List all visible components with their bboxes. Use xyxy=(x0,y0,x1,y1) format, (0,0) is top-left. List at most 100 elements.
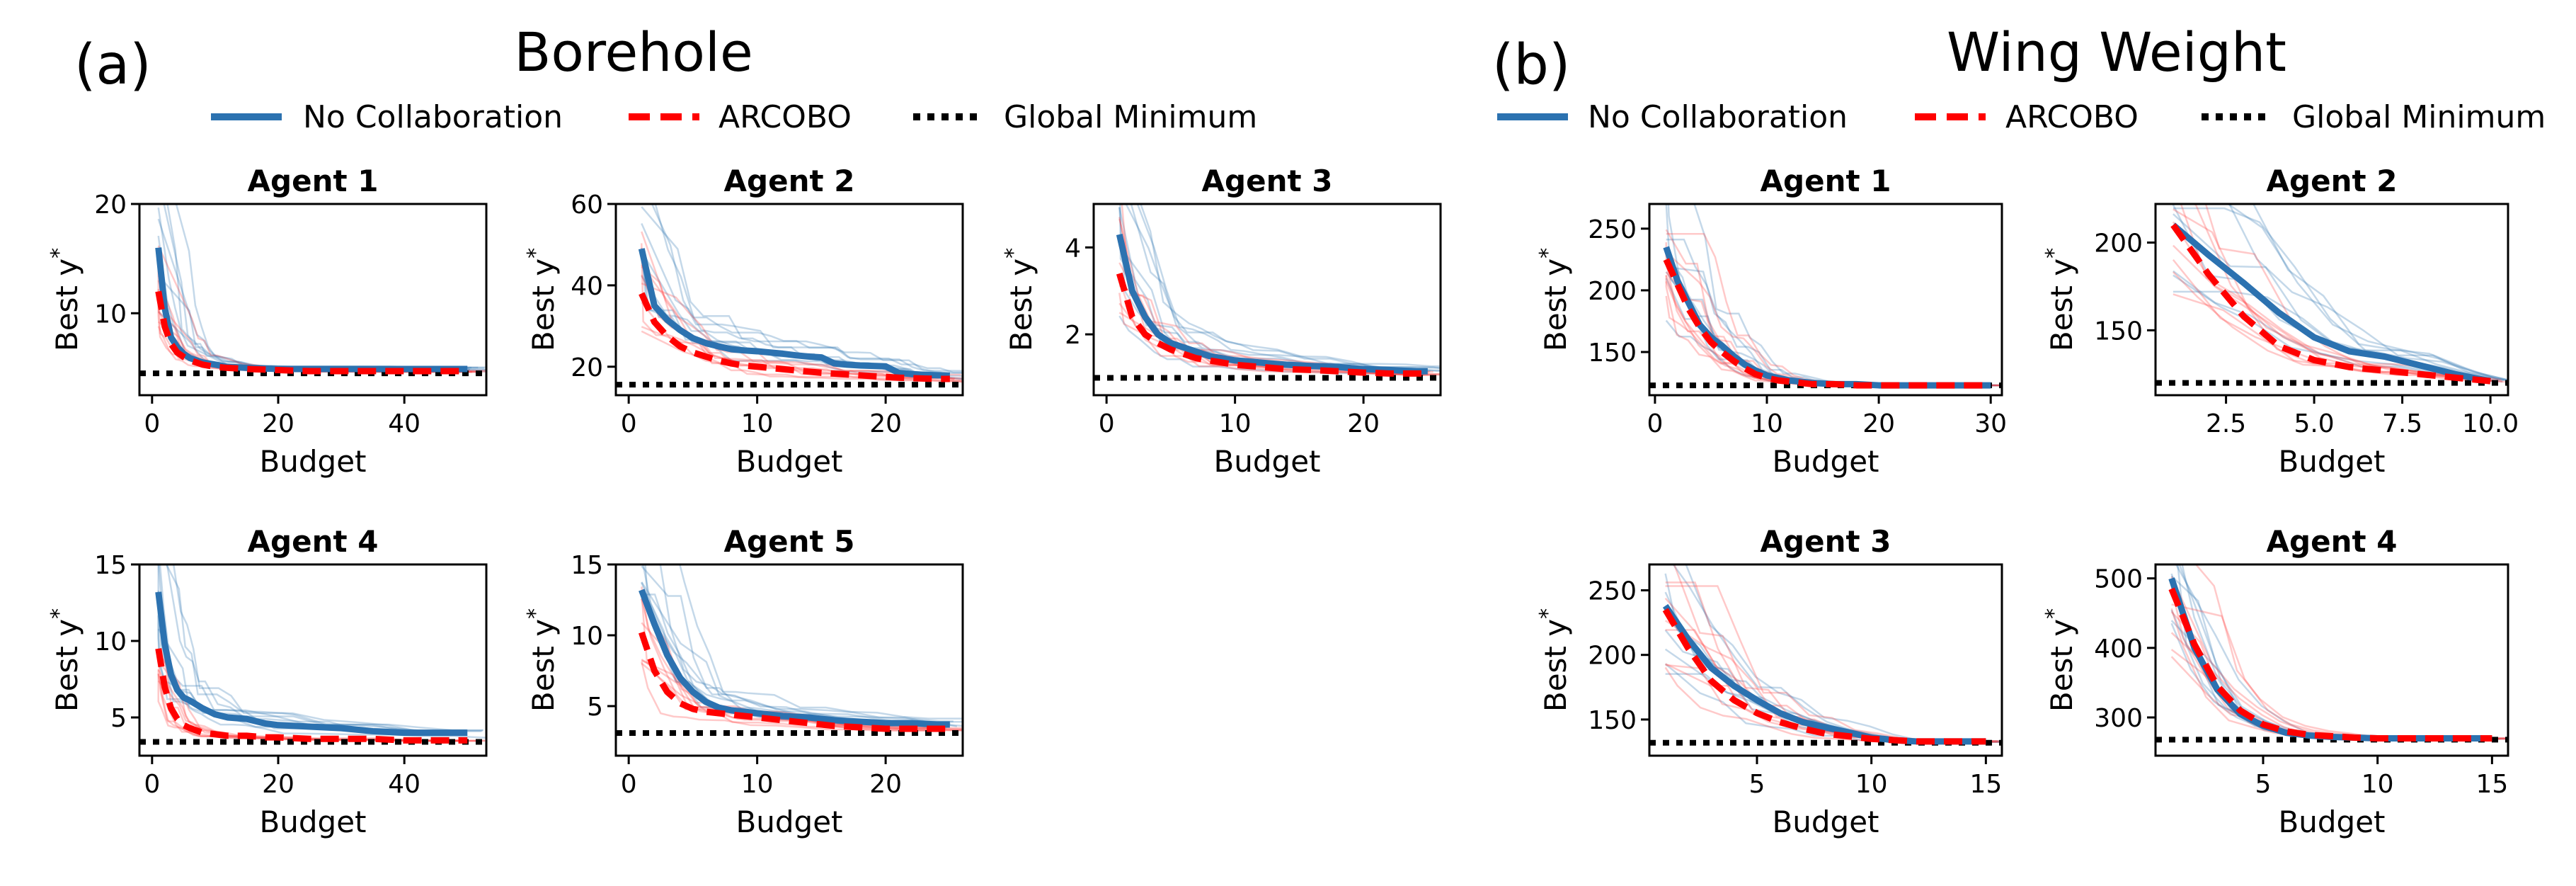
axes-frame xyxy=(1092,203,1442,397)
run-trace xyxy=(1665,278,1999,387)
run-trace xyxy=(2228,204,2505,381)
x-tick-label: 20 xyxy=(262,770,294,799)
series-line-no-collaboration xyxy=(1663,246,1991,389)
y-axis-label: Best y* xyxy=(2042,248,2079,351)
x-tick-label: 2.5 xyxy=(2206,409,2246,438)
series-group xyxy=(139,591,486,745)
x-tick-label: 10 xyxy=(1855,770,1888,799)
run-traces xyxy=(2172,204,2508,383)
x-tick-label: 10 xyxy=(741,770,774,799)
series-line-arcobo xyxy=(2168,587,2492,742)
run-traces xyxy=(157,564,486,742)
run-traces xyxy=(1118,204,1441,376)
run-trace xyxy=(654,204,963,372)
run-trace xyxy=(1118,280,1431,376)
y-tick-label: 200 xyxy=(1588,642,1637,671)
group-title-borehole: Borehole xyxy=(514,21,753,84)
x-tick-label: 40 xyxy=(388,770,420,799)
y-axis-label: Best y* xyxy=(1001,248,1038,351)
subplot-wing-weight-agent-3: Agent 3 5 10 15 150 200 250 Budget Best y* xyxy=(1535,524,2003,839)
series-group xyxy=(616,248,963,388)
x-axis-label: Budget xyxy=(2278,805,2385,839)
run-trace xyxy=(2173,244,2495,382)
run-trace xyxy=(2252,204,2500,381)
x-tick-label: 15 xyxy=(1969,770,2002,799)
run-trace xyxy=(157,657,465,742)
series-line-no-collaboration xyxy=(1116,233,1428,375)
series-line-no-collaboration xyxy=(2168,577,2492,742)
subplot-borehole-agent-5: Agent 5 0 10 20 5 10 15 Budget Best y* xyxy=(523,524,964,839)
run-trace xyxy=(1665,271,2002,387)
run-trace xyxy=(1118,302,1429,376)
x-tick-label: 10.0 xyxy=(2462,409,2519,438)
run-trace xyxy=(1666,266,2002,387)
axes-frame xyxy=(2154,563,2509,757)
run-trace xyxy=(1664,613,2002,743)
y-tick-label: 40 xyxy=(571,272,603,301)
panel-label-a: (a) xyxy=(74,33,151,97)
x-axis-label: Budget xyxy=(259,805,366,839)
group-borehole: (a) Borehole No Collaboration ARCOBO Glo… xyxy=(74,21,1257,135)
run-trace xyxy=(159,564,466,732)
series-group xyxy=(1649,246,2002,389)
x-tick-label: 0 xyxy=(621,409,637,438)
x-axis-label: Budget xyxy=(735,805,842,839)
run-trace xyxy=(2173,213,2508,381)
x-axis-label: Budget xyxy=(259,444,366,479)
axes-frame xyxy=(614,203,964,397)
axes-frame xyxy=(614,563,964,757)
y-tick-label: 20 xyxy=(571,353,603,382)
x-tick-label: 5 xyxy=(2255,770,2272,799)
x-tick-label: 5 xyxy=(1749,770,1765,799)
y-tick-label: 20 xyxy=(94,191,127,220)
y-axis-label: Best y* xyxy=(47,608,84,712)
subplot-title: Agent 1 xyxy=(248,164,379,198)
run-trace xyxy=(1125,204,1441,368)
subplot-wing-weight-agent-2: Agent 2 2.5 5.0 7.5 10.0 150 200 Budget Best y* xyxy=(2042,164,2519,479)
run-trace xyxy=(2173,207,2507,381)
run-trace xyxy=(2226,204,2508,381)
run-trace xyxy=(172,564,483,732)
x-tick-label: 0 xyxy=(144,770,160,799)
legend-label-arcobo: ARCOBO xyxy=(2005,99,2139,135)
x-axis-label: Budget xyxy=(1772,805,1879,839)
series-line-arcobo xyxy=(1662,608,1986,745)
y-tick-label: 15 xyxy=(94,551,127,580)
legend-label-no-collaboration: No Collaboration xyxy=(1588,99,1848,135)
y-tick-label: 10 xyxy=(94,300,127,329)
series-line-arcobo xyxy=(1663,258,1991,389)
run-trace xyxy=(2170,575,2496,739)
y-tick-label: 10 xyxy=(571,622,603,651)
group-title-wing-weight: Wing Weight xyxy=(1947,21,2286,84)
run-trace xyxy=(2180,204,2489,382)
run-trace xyxy=(1665,254,1996,387)
x-tick-label: 10 xyxy=(2362,770,2394,799)
series-group xyxy=(1094,233,1441,381)
axes-frame xyxy=(2154,203,2509,397)
subplot-title: Agent 2 xyxy=(724,164,855,198)
x-tick-label: 20 xyxy=(869,770,902,799)
x-tick-label: 10 xyxy=(1751,409,1783,438)
run-trace xyxy=(165,564,482,732)
run-trace xyxy=(2170,611,2498,740)
run-trace xyxy=(1665,271,2002,387)
x-tick-label: 20 xyxy=(262,409,294,438)
series-group xyxy=(2156,222,2508,386)
subplot-wing-weight-agent-4: Agent 4 5 10 15 300 400 500 Budget Best y* xyxy=(2042,524,2509,839)
subplot-title: Agent 2 xyxy=(2267,164,2398,198)
y-tick-label: 200 xyxy=(2094,229,2143,258)
series-group xyxy=(139,247,486,377)
y-tick-label: 150 xyxy=(2094,317,2143,346)
series-line-no-collaboration xyxy=(639,589,950,728)
run-trace xyxy=(1665,242,1979,387)
x-axis-label: Budget xyxy=(735,444,842,479)
y-tick-label: 4 xyxy=(1065,234,1081,263)
y-tick-label: 150 xyxy=(1588,339,1637,368)
x-tick-label: 10 xyxy=(1219,409,1252,438)
subplot-title: Agent 3 xyxy=(1202,164,1333,198)
y-axis-label: Best y* xyxy=(47,248,84,351)
y-tick-label: 2 xyxy=(1065,321,1081,350)
run-trace xyxy=(641,565,963,723)
y-tick-label: 15 xyxy=(571,551,603,580)
y-tick-label: 300 xyxy=(2094,704,2143,733)
